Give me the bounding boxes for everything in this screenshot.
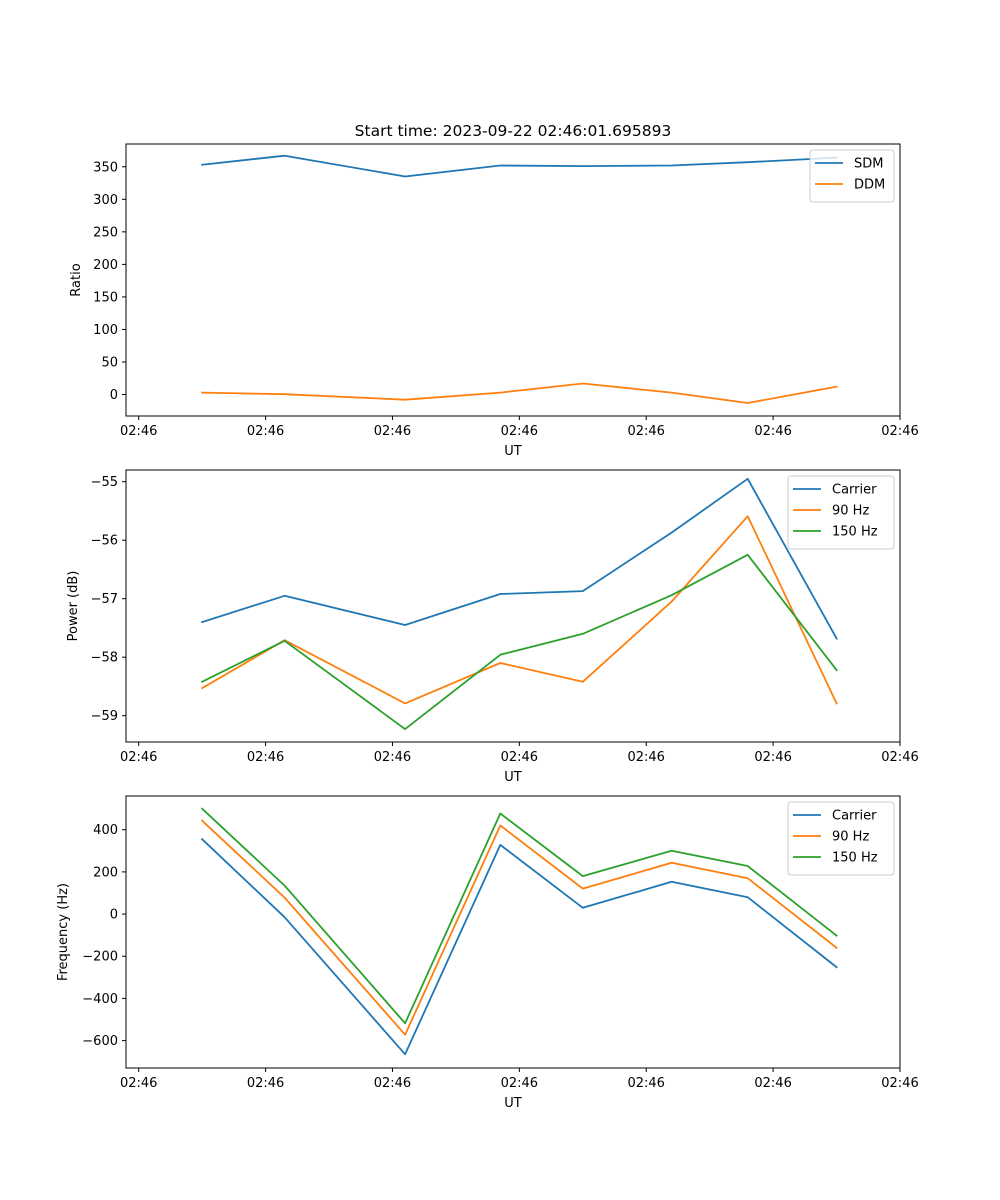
- y-tick-label: −59: [91, 709, 118, 724]
- chart-panel-1: Start time: 2023-09-22 02:46:01.69589302…: [69, 122, 919, 459]
- legend-entry-label: Carrier: [832, 483, 877, 498]
- y-tick-label: 50: [101, 355, 118, 370]
- y-tick-label: 200: [93, 258, 118, 273]
- x-tick-label: 02:46: [247, 750, 284, 765]
- plot-area-frame: [125, 143, 901, 417]
- y-tick-label: 200: [93, 865, 118, 880]
- y-tick-label: −55: [91, 475, 118, 490]
- x-tick-label: 02:46: [120, 750, 157, 765]
- y-tick-label: 350: [93, 160, 118, 175]
- legend-entry-label: 150 Hz: [832, 525, 878, 540]
- series-line-90-hz: [200, 819, 838, 1036]
- series-line-sdm: [201, 154, 838, 178]
- x-tick-label: 02:46: [754, 750, 791, 765]
- plot-area-frame: [125, 469, 901, 743]
- x-tick-label: 02:46: [374, 1076, 411, 1091]
- x-tick-label: 02:46: [501, 750, 538, 765]
- y-tick-label: 150: [93, 290, 118, 305]
- x-tick-label: 02:46: [501, 424, 538, 439]
- x-tick-label: 02:46: [374, 424, 411, 439]
- x-tick-label: 02:46: [881, 424, 918, 439]
- x-tick-label: 02:46: [374, 750, 411, 765]
- chart-panel-3: 02:4602:4602:4602:4602:4602:4602:4602:47…: [56, 795, 919, 1111]
- x-tick-label: 02:46: [501, 1076, 538, 1091]
- legend-entry-label: 150 Hz: [832, 851, 878, 866]
- x-axis-label: UT: [504, 444, 522, 459]
- x-axis-label: UT: [504, 770, 522, 785]
- legend-entry-label: SDM: [854, 157, 883, 172]
- series-line-150-hz: [200, 807, 838, 1025]
- legend-entry-label: 90 Hz: [832, 830, 869, 845]
- x-tick-label: 02:46: [754, 424, 791, 439]
- y-tick-label: −58: [91, 651, 118, 666]
- x-tick-label: 02:46: [627, 424, 664, 439]
- y-tick-label: 0: [110, 388, 118, 403]
- x-tick-label: 02:46: [881, 750, 918, 765]
- y-tick-label: −600: [82, 1034, 118, 1049]
- y-tick-label: −400: [82, 992, 118, 1007]
- x-tick-label: 02:46: [247, 424, 284, 439]
- series-line-carrier: [200, 837, 838, 1056]
- x-tick-label: 02:46: [120, 1076, 157, 1091]
- y-tick-label: 0: [110, 908, 118, 923]
- y-axis-label: Power (dB): [66, 571, 81, 642]
- x-tick-label: 02:46: [881, 1076, 918, 1091]
- y-axis-label: Frequency (Hz): [56, 883, 71, 981]
- x-tick-label: 02:46: [247, 1076, 284, 1091]
- y-tick-label: −200: [82, 950, 118, 965]
- y-tick-label: 300: [93, 193, 118, 208]
- legend-entry-label: 90 Hz: [832, 504, 869, 519]
- x-tick-label: 02:46: [627, 1076, 664, 1091]
- legend-entry-label: Carrier: [832, 809, 877, 824]
- series-line-carrier: [200, 477, 838, 640]
- series-line-150-hz: [200, 553, 838, 730]
- x-tick-label: 02:46: [754, 1076, 791, 1091]
- y-axis-label: Ratio: [69, 263, 84, 296]
- y-tick-label: 250: [93, 225, 118, 240]
- chart-title: Start time: 2023-09-22 02:46:01.695893: [355, 122, 672, 140]
- legend-entry-label: DDM: [854, 178, 885, 193]
- series-line-ddm: [201, 382, 838, 404]
- plot-area-frame: [125, 795, 901, 1069]
- y-tick-label: 400: [93, 823, 118, 838]
- series-line-90-hz: [200, 515, 838, 705]
- y-tick-label: −56: [91, 534, 118, 549]
- y-tick-label: −57: [91, 592, 118, 607]
- chart-panel-2: 02:4602:4602:4602:4602:4602:4602:4602:47…: [66, 469, 919, 785]
- x-axis-label: UT: [504, 1096, 522, 1111]
- x-tick-label: 02:46: [120, 424, 157, 439]
- y-tick-label: 100: [93, 323, 118, 338]
- x-tick-label: 02:46: [627, 750, 664, 765]
